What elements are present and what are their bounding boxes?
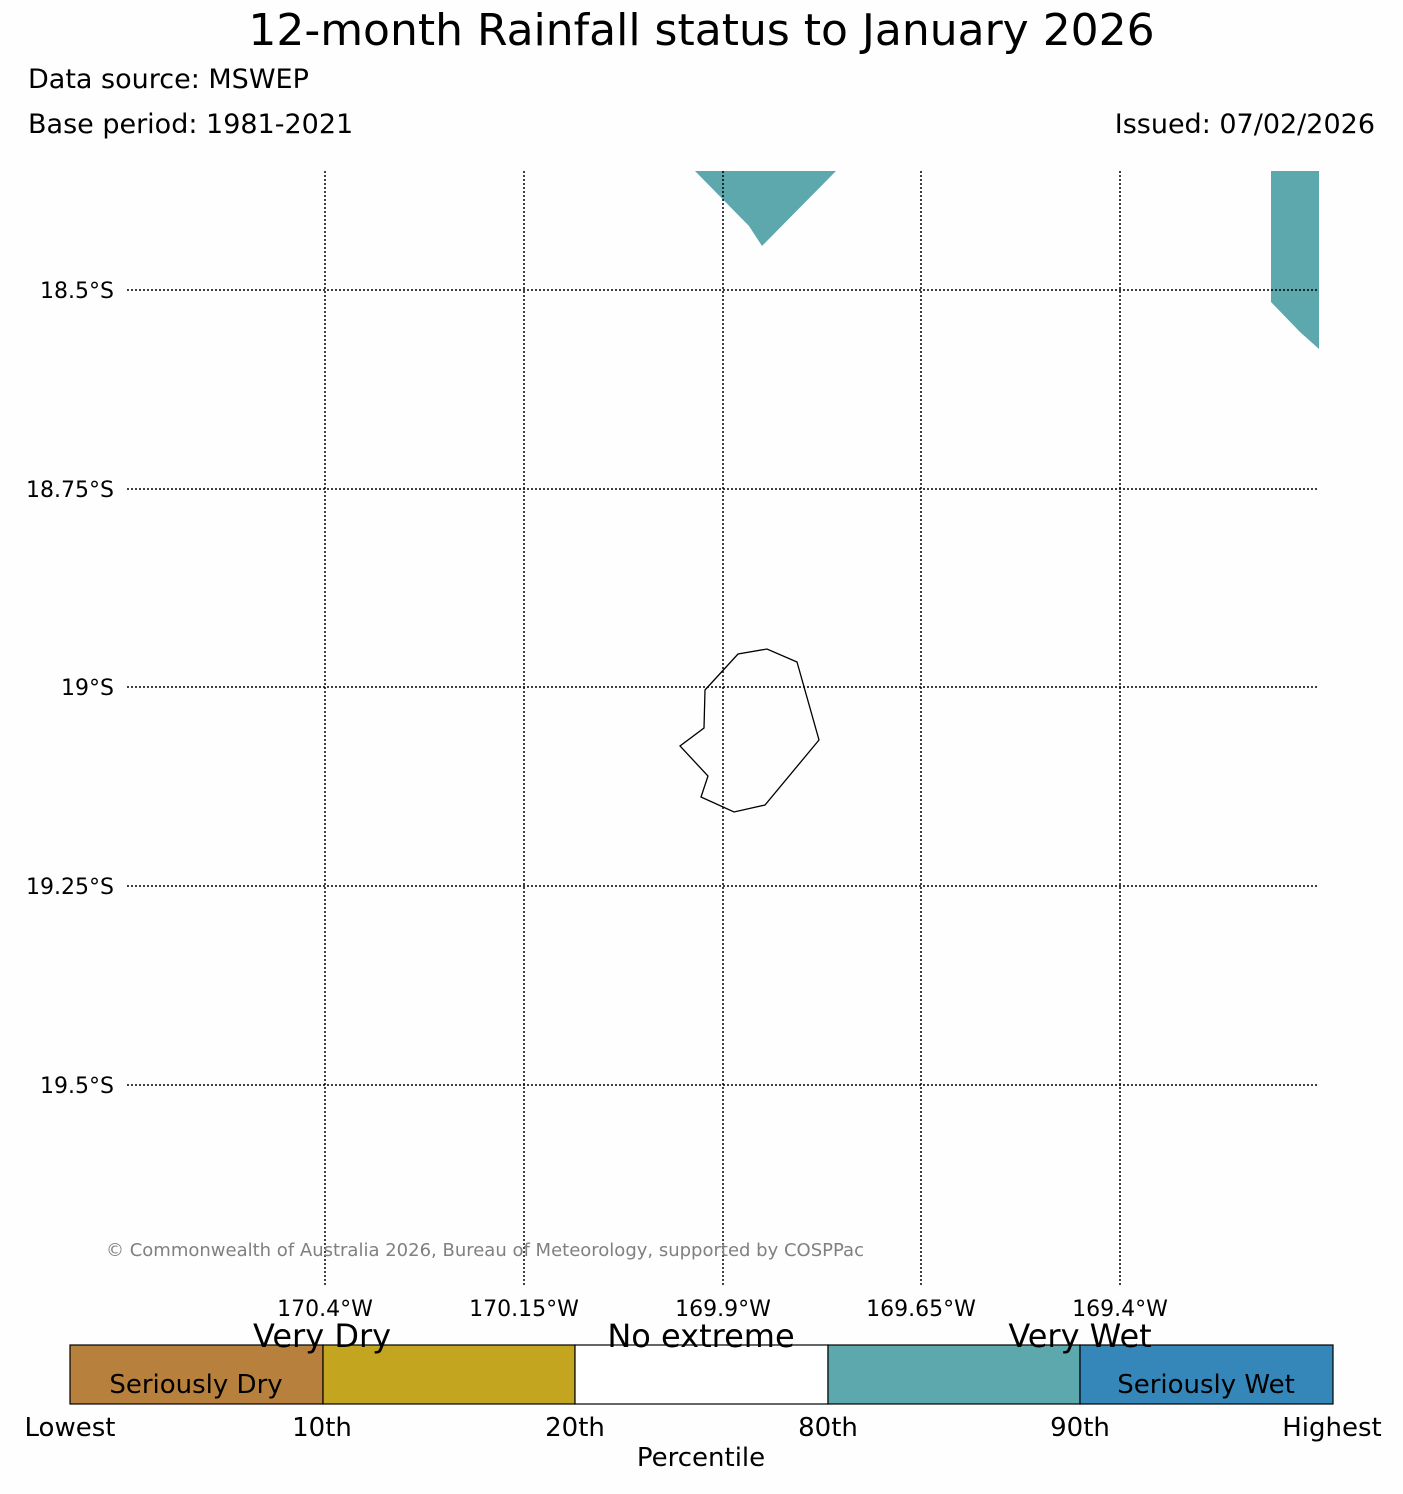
lon-label: 169.9°W — [675, 1297, 771, 1322]
lat-label: 18.75°S — [26, 478, 114, 503]
issued-date-label: Issued: 07/02/2026 — [1114, 109, 1375, 140]
lat-label: 19°S — [61, 676, 114, 701]
legend-swatch-seriously-dry — [69, 1344, 324, 1405]
legend-tick: 80th — [798, 1413, 858, 1443]
legend-group-no-extreme: No extreme — [607, 1317, 794, 1355]
lat-label: 18.5°S — [40, 279, 114, 304]
lon-label: 170.4°W — [277, 1297, 373, 1322]
base-period-label: Base period: 1981-2021 — [28, 109, 354, 140]
legend-group-very-wet: Very Wet — [1008, 1317, 1151, 1355]
legend-tick: Lowest — [25, 1413, 116, 1443]
legend-tick: 10th — [292, 1413, 352, 1443]
lon-label: 169.65°W — [866, 1297, 976, 1322]
legend-tick: Highest — [1282, 1413, 1382, 1443]
very-wet-region-north — [695, 171, 836, 246]
island-coastline — [679, 648, 820, 813]
lat-label: 19.5°S — [40, 1074, 114, 1099]
legend-label-seriously-wet: Seriously Wet — [1117, 1370, 1295, 1400]
lon-label: 170.15°W — [469, 1297, 579, 1322]
legend-swatch-no-extreme — [574, 1344, 829, 1405]
legend-tick: 20th — [545, 1413, 605, 1443]
legend-tick: 90th — [1050, 1413, 1110, 1443]
data-source-label: Data source: MSWEP — [28, 64, 309, 95]
very-wet-region-east — [1271, 171, 1319, 349]
map-title: 12-month Rainfall status to January 2026 — [248, 5, 1155, 56]
legend-colorbar — [69, 1344, 1334, 1405]
legend-swatch-very-dry — [322, 1344, 576, 1405]
lon-label: 169.4°W — [1072, 1297, 1168, 1322]
legend-label-seriously-dry: Seriously Dry — [109, 1370, 282, 1400]
legend-group-very-dry: Very Dry — [253, 1317, 391, 1355]
copyright-notice: © Commonwealth of Australia 2026, Bureau… — [106, 1240, 864, 1261]
legend-axis-label: Percentile — [637, 1443, 765, 1473]
lat-label: 19.25°S — [26, 875, 114, 900]
legend-swatch-seriously-wet — [1079, 1344, 1334, 1405]
